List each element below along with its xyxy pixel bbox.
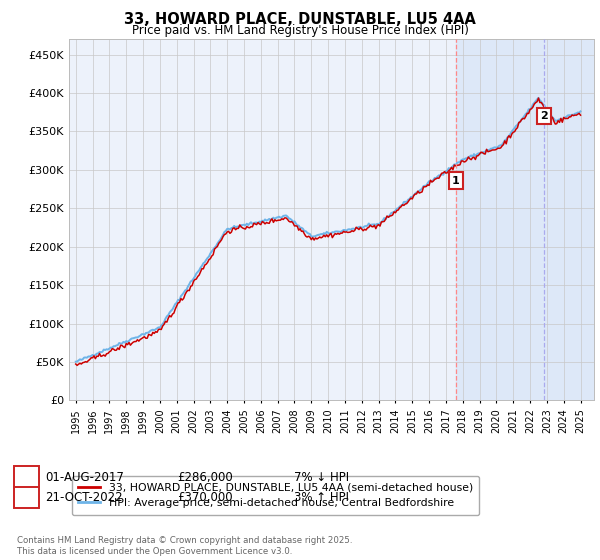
Text: 3% ↑ HPI: 3% ↑ HPI (294, 491, 349, 504)
Bar (544, 39, 594, 400)
Text: 1: 1 (22, 470, 31, 484)
Bar (456, 39, 544, 400)
Text: Contains HM Land Registry data © Crown copyright and database right 2025.
This d: Contains HM Land Registry data © Crown c… (17, 536, 352, 556)
Legend: 33, HOWARD PLACE, DUNSTABLE, LU5 4AA (semi-detached house), HPI: Average price, : 33, HOWARD PLACE, DUNSTABLE, LU5 4AA (se… (72, 476, 479, 515)
Text: 21-OCT-2022: 21-OCT-2022 (45, 491, 122, 504)
Text: 2: 2 (540, 111, 547, 121)
Text: 2: 2 (22, 491, 31, 504)
Text: £286,000: £286,000 (177, 470, 233, 484)
Text: 33, HOWARD PLACE, DUNSTABLE, LU5 4AA: 33, HOWARD PLACE, DUNSTABLE, LU5 4AA (124, 12, 476, 27)
Text: 01-AUG-2017: 01-AUG-2017 (45, 470, 124, 484)
Text: 7% ↓ HPI: 7% ↓ HPI (294, 470, 349, 484)
Text: Price paid vs. HM Land Registry's House Price Index (HPI): Price paid vs. HM Land Registry's House … (131, 24, 469, 37)
Text: 1: 1 (452, 176, 460, 185)
Text: £370,000: £370,000 (177, 491, 233, 504)
